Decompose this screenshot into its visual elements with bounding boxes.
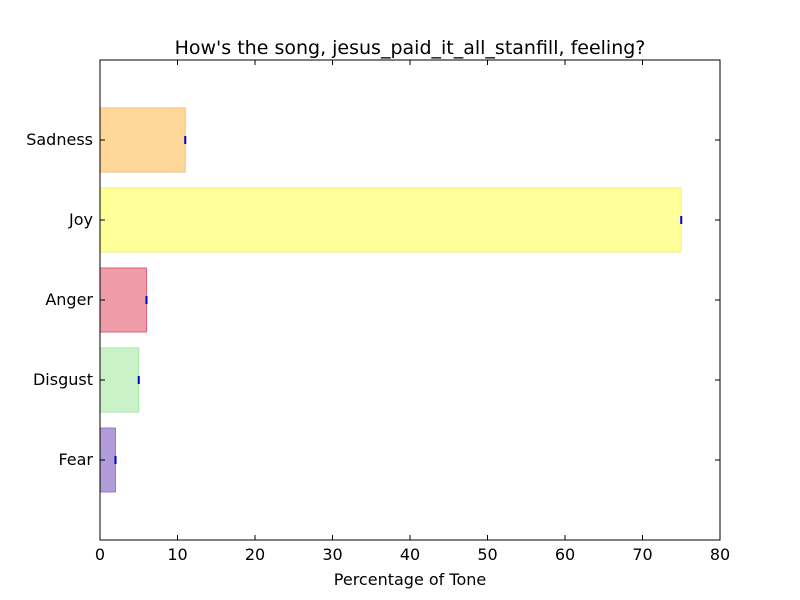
x-tick-label: 60 (555, 545, 575, 564)
y-tick-label: Joy (68, 210, 93, 229)
x-tick-label: 10 (167, 545, 187, 564)
x-tick-label: 20 (245, 545, 265, 564)
y-tick-label: Anger (45, 290, 93, 309)
bar-anger (99, 267, 147, 333)
plot-frame (99, 59, 721, 541)
y-axis: Fear Disgust Anger Joy Sadness (26, 130, 720, 469)
x-axis-label: Percentage of Tone (334, 570, 486, 589)
chart-title: How's the song, jesus_paid_it_all_stanfi… (175, 37, 646, 59)
plot-area (99, 107, 683, 493)
bar-sadness (99, 107, 186, 173)
bar-disgust (99, 347, 140, 413)
x-tick-label: 80 (710, 545, 730, 564)
x-tick-label: 40 (400, 545, 420, 564)
x-tick-label: 30 (322, 545, 342, 564)
y-tick-label: Fear (58, 450, 93, 469)
x-tick-label: 70 (632, 545, 652, 564)
bar-joy (99, 187, 682, 253)
x-tick-label: 50 (477, 545, 497, 564)
y-tick-label: Sadness (26, 130, 93, 149)
x-axis: 0 10 20 30 40 50 60 70 80 (95, 60, 730, 564)
y-tick-label: Disgust (33, 370, 93, 389)
x-tick-label: 0 (95, 545, 105, 564)
